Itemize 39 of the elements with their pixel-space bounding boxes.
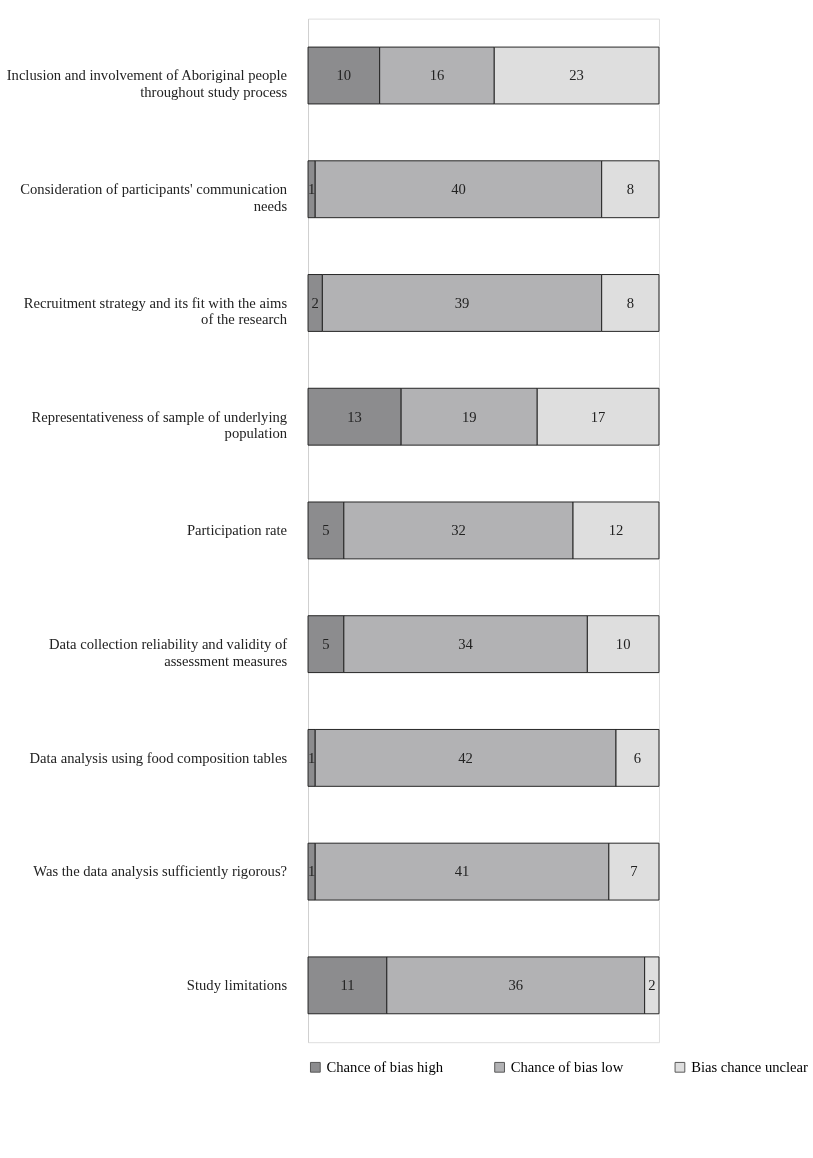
data-label: 2 bbox=[311, 294, 319, 311]
data-label: 1 bbox=[307, 863, 316, 880]
data-label: 11 bbox=[340, 977, 355, 994]
legend-label: Chance of bias high bbox=[326, 1059, 444, 1076]
y-tick-label: Representativeness of sample of underlying population bbox=[31, 408, 288, 442]
data-label: 8 bbox=[626, 181, 634, 198]
data-label: 17 bbox=[590, 408, 606, 425]
data-label: 39 bbox=[454, 294, 470, 311]
legend-label: Chance of bias low bbox=[510, 1059, 624, 1076]
legend-label: Bias chance unclear bbox=[691, 1059, 809, 1076]
data-label: 5 bbox=[322, 522, 330, 539]
data-label: 5 bbox=[322, 636, 330, 653]
data-label: 10 bbox=[615, 636, 631, 653]
y-tick-label: Inclusion and involvement of Aboriginal people throughout study process bbox=[6, 67, 288, 100]
data-label: 32 bbox=[451, 522, 466, 539]
y-tick-label: Data analysis using food composition tables bbox=[29, 749, 288, 766]
data-label: 1 bbox=[307, 181, 316, 198]
data-label: 23 bbox=[569, 67, 584, 84]
data-label: 19 bbox=[461, 408, 477, 425]
data-label: 6 bbox=[633, 749, 642, 766]
data-label: 16 bbox=[429, 67, 445, 84]
data-label: 42 bbox=[458, 749, 473, 766]
data-label: 8 bbox=[626, 294, 634, 311]
data-label: 13 bbox=[347, 408, 362, 425]
data-label: 40 bbox=[451, 181, 466, 198]
data-label: 2 bbox=[648, 977, 656, 994]
data-label: 12 bbox=[608, 522, 624, 539]
data-label: 1 bbox=[307, 749, 316, 766]
y-tick-label: Participation rate bbox=[186, 522, 288, 539]
y-tick-label: Data collection reliability and validity of assessment measures bbox=[48, 636, 288, 669]
y-tick-label: Consideration of participants' communication needs bbox=[20, 181, 288, 214]
data-label: 41 bbox=[454, 863, 470, 880]
data-label: 34 bbox=[458, 636, 474, 653]
data-label: 7 bbox=[630, 863, 638, 880]
data-label: 10 bbox=[336, 67, 352, 84]
y-tick-label: Was the data analysis sufficiently rigorous? bbox=[33, 863, 288, 880]
y-tick-label: Recruitment strategy and its fit with the aims of the research bbox=[23, 294, 288, 328]
y-tick-label: Study limitations bbox=[186, 977, 288, 994]
data-label: 36 bbox=[508, 977, 524, 994]
